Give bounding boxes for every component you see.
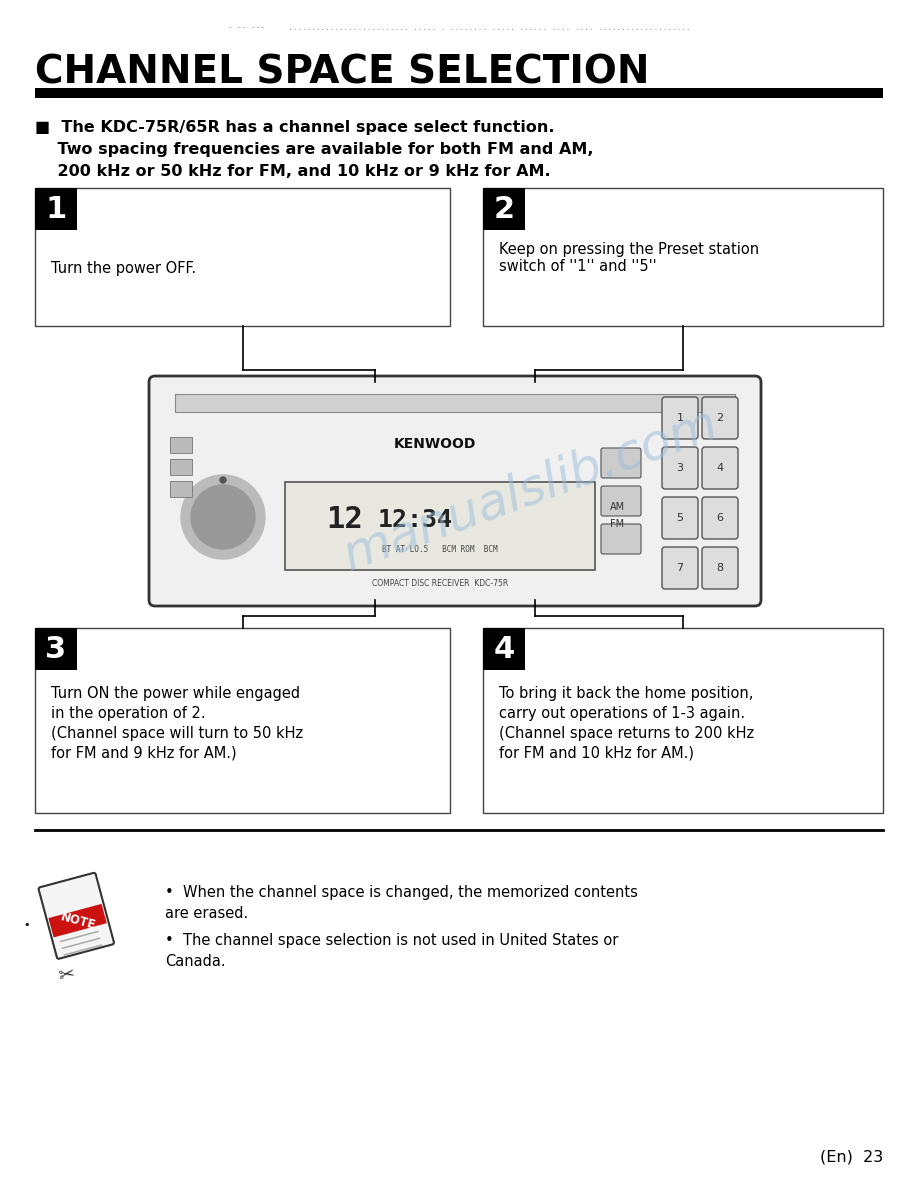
Bar [35, 628, 77, 670]
Text: 1: 1 [45, 195, 67, 223]
Text: Keep on pressing the Preset station
switch of ''1'' and ''5'': Keep on pressing the Preset station swit… [499, 242, 759, 274]
Bar [35, 88, 883, 97]
Text: (En)  23: (En) 23 [820, 1150, 883, 1165]
FancyBboxPatch shape [662, 546, 698, 589]
Text: 4: 4 [716, 463, 723, 473]
Bar [483, 628, 883, 813]
Text: 7: 7 [677, 563, 684, 573]
Bar [35, 188, 77, 230]
Bar [35, 188, 450, 326]
Circle shape [191, 485, 255, 549]
FancyBboxPatch shape [601, 524, 641, 554]
Text: CHANNEL SPACE SELECTION: CHANNEL SPACE SELECTION [35, 53, 650, 91]
Text: FM: FM [610, 519, 624, 529]
Bar [170, 481, 192, 497]
Text: 200 kHz or 50 kHz for FM, and 10 kHz or 9 kHz for AM.: 200 kHz or 50 kHz for FM, and 10 kHz or … [35, 164, 551, 179]
Text: Turn ON the power while engaged
in the operation of 2.
(Channel space will turn : Turn ON the power while engaged in the o… [51, 685, 303, 760]
Bar [285, 482, 595, 570]
Text: 2: 2 [494, 195, 515, 223]
Text: Two spacing frequencies are available for both FM and AM,: Two spacing frequencies are available fo… [35, 143, 594, 157]
Text: BT AT LO.5   BCM ROM  BCM: BT AT LO.5 BCM ROM BCM [382, 545, 498, 555]
Text: 5: 5 [677, 513, 684, 523]
Bar [63, 944, 103, 956]
Text: •  When the channel space is changed, the memorized contents
are erased.: • When the channel space is changed, the… [165, 885, 638, 921]
Text: 12: 12 [327, 506, 364, 535]
FancyBboxPatch shape [702, 447, 738, 489]
FancyBboxPatch shape [702, 546, 738, 589]
Bar [60, 930, 99, 942]
Bar [170, 459, 192, 475]
Bar [483, 188, 525, 230]
Text: •: • [24, 920, 30, 930]
Text: COMPACT DISC RECEIVER  KDC-75R: COMPACT DISC RECEIVER KDC-75R [372, 580, 509, 588]
Circle shape [181, 475, 265, 560]
Text: KENWOOD: KENWOOD [394, 437, 476, 451]
FancyBboxPatch shape [662, 497, 698, 539]
Text: Turn the power OFF.: Turn the power OFF. [51, 260, 196, 276]
Text: manualslib.com: manualslib.com [336, 400, 724, 580]
Bar [35, 628, 450, 813]
FancyBboxPatch shape [702, 497, 738, 539]
Bar [175, 394, 735, 412]
Text: To bring it back the home position,
carry out operations of 1-3 again.
(Channel : To bring it back the home position, carr… [499, 685, 754, 760]
Bar [170, 481, 192, 497]
FancyBboxPatch shape [662, 397, 698, 440]
FancyBboxPatch shape [702, 397, 738, 440]
Bar [170, 437, 192, 453]
Text: - -- ---     .......................... ..... . ........ ..... ...... .... .... : - -- --- .......................... ....… [228, 24, 690, 32]
Text: 1: 1 [677, 413, 684, 423]
FancyBboxPatch shape [39, 873, 114, 959]
Bar [62, 937, 101, 949]
FancyBboxPatch shape [662, 447, 698, 489]
Circle shape [220, 478, 226, 484]
Bar [483, 188, 883, 326]
Text: NOTE: NOTE [59, 910, 97, 931]
FancyBboxPatch shape [601, 486, 641, 516]
FancyBboxPatch shape [601, 448, 641, 478]
Text: 3: 3 [677, 463, 684, 473]
Bar [49, 904, 106, 937]
Text: 6: 6 [717, 513, 723, 523]
Text: 12:34: 12:34 [377, 508, 453, 532]
Text: ✂: ✂ [57, 963, 83, 986]
Text: AM: AM [610, 503, 625, 512]
Text: 4: 4 [493, 634, 515, 664]
Bar [483, 628, 525, 670]
Text: 8: 8 [716, 563, 723, 573]
Text: 2: 2 [716, 413, 723, 423]
Bar [175, 394, 735, 412]
Text: 3: 3 [45, 634, 67, 664]
Text: •  The channel space selection is not used in United States or
Canada.: • The channel space selection is not use… [165, 933, 619, 969]
Bar [170, 459, 192, 475]
Text: ■  The KDC-75R/65R has a channel space select function.: ■ The KDC-75R/65R has a channel space se… [35, 120, 554, 135]
Bar [170, 437, 192, 453]
FancyBboxPatch shape [149, 375, 761, 606]
